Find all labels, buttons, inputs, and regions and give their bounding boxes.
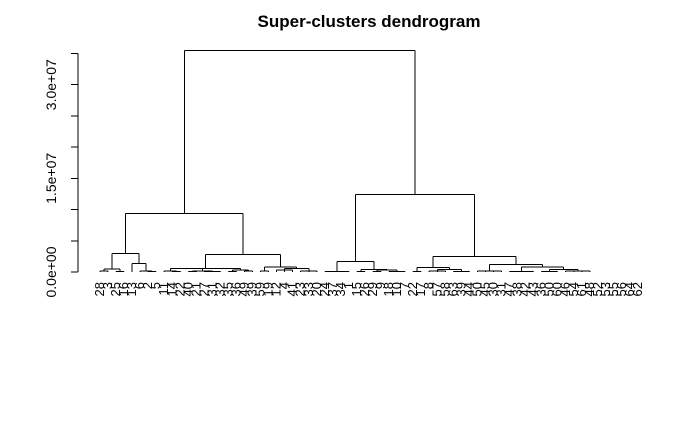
leaf-label: 53: [598, 282, 613, 296]
leaf-label: 63: [445, 282, 460, 296]
leaf-label: 30: [485, 282, 500, 296]
leaf-label: 48: [582, 282, 597, 296]
leaf-label: 39: [453, 282, 468, 296]
leaf-label: 38: [510, 282, 525, 296]
leaf-label: 5: [148, 282, 163, 289]
leaf-label: 50: [542, 282, 557, 296]
leaf-label: 55: [606, 282, 621, 296]
leaf-label: 59: [253, 282, 268, 296]
leaf-label: 39: [245, 282, 260, 296]
leaf-label: 54: [566, 282, 581, 296]
leaf-label: 20: [309, 282, 324, 296]
leaf-label: 31: [204, 282, 219, 296]
y-axis: 0.0e+00 1.5e+07 3.0e+07: [43, 52, 79, 298]
leaf-label: 49: [237, 282, 252, 296]
leaf-label: 25: [108, 282, 123, 296]
leaf-label: 7: [397, 282, 412, 289]
y-tick-label: 0.0e+00: [43, 246, 59, 297]
leaf-label: 42: [518, 282, 533, 296]
leaf-label: 22: [172, 282, 187, 296]
leaf-label: 13: [124, 282, 139, 296]
leaf-label: 57: [429, 282, 444, 296]
leaf-label: 64: [622, 282, 637, 296]
leaf-label: 27: [196, 282, 211, 296]
leaf-label: 11: [156, 282, 171, 296]
leaf-label: 6: [132, 282, 147, 289]
leaf-label: 12: [269, 282, 284, 296]
leaf-label: 46: [558, 282, 573, 296]
leaf-label: 17: [413, 282, 428, 296]
leaf-label: 24: [317, 282, 332, 296]
leaf-label: 34: [333, 282, 348, 296]
leaf-label: 58: [437, 282, 452, 296]
leaf-label: 28: [92, 282, 107, 296]
leaf-label: 33: [301, 282, 316, 296]
chart-title: Super-clusters dendrogram: [258, 12, 481, 31]
leaf-label: 18: [381, 282, 396, 296]
leaf-label: 26: [357, 282, 372, 296]
y-tick-label: 3.0e+07: [43, 59, 59, 110]
y-tick-label: 1.5e+07: [43, 153, 59, 204]
leaf-label: 2: [140, 282, 155, 289]
leaf-label: 15: [349, 282, 364, 296]
leaf-label: 36: [229, 282, 244, 296]
leaf-label: 21: [188, 282, 203, 296]
dendrogram-tree: [99, 49, 591, 272]
leaf-label: 19: [261, 282, 276, 296]
leaf-label: 62: [630, 282, 645, 296]
leaf-label: 40: [180, 282, 195, 296]
leaf-labels: 2832516136251114224021273132353649395919…: [92, 282, 645, 296]
leaf-label: 45: [477, 282, 492, 296]
leaf-label: 22: [405, 282, 420, 296]
leaf-label: 14: [164, 282, 179, 296]
leaf-label: 37: [325, 282, 340, 296]
leaf-label: 36: [534, 282, 549, 296]
leaf-label: 29: [365, 282, 380, 296]
leaf-label: 60: [550, 282, 565, 296]
leaf-label: 16: [116, 282, 131, 296]
leaf-label: 8: [421, 282, 436, 289]
leaf-label: 32: [212, 282, 227, 296]
leaf-label: 10: [389, 282, 404, 296]
leaf-label: 47: [502, 282, 517, 296]
leaf-label: 9: [373, 282, 388, 289]
leaf-label: 44: [461, 282, 476, 296]
leaf-label: 31: [493, 282, 508, 296]
leaf-label: 35: [220, 282, 235, 296]
leaf-label: 1: [341, 282, 356, 289]
leaf-label: 50: [469, 282, 484, 296]
leaf-label: 43: [526, 282, 541, 296]
leaf-label: 4: [277, 282, 292, 289]
leaf-label: 61: [574, 282, 589, 296]
leaf-label: 52: [590, 282, 605, 296]
leaf-label: 56: [614, 282, 629, 296]
leaf-label: 41: [285, 282, 300, 296]
leaf-label: 23: [293, 282, 308, 296]
leaf-label: 3: [100, 282, 115, 289]
